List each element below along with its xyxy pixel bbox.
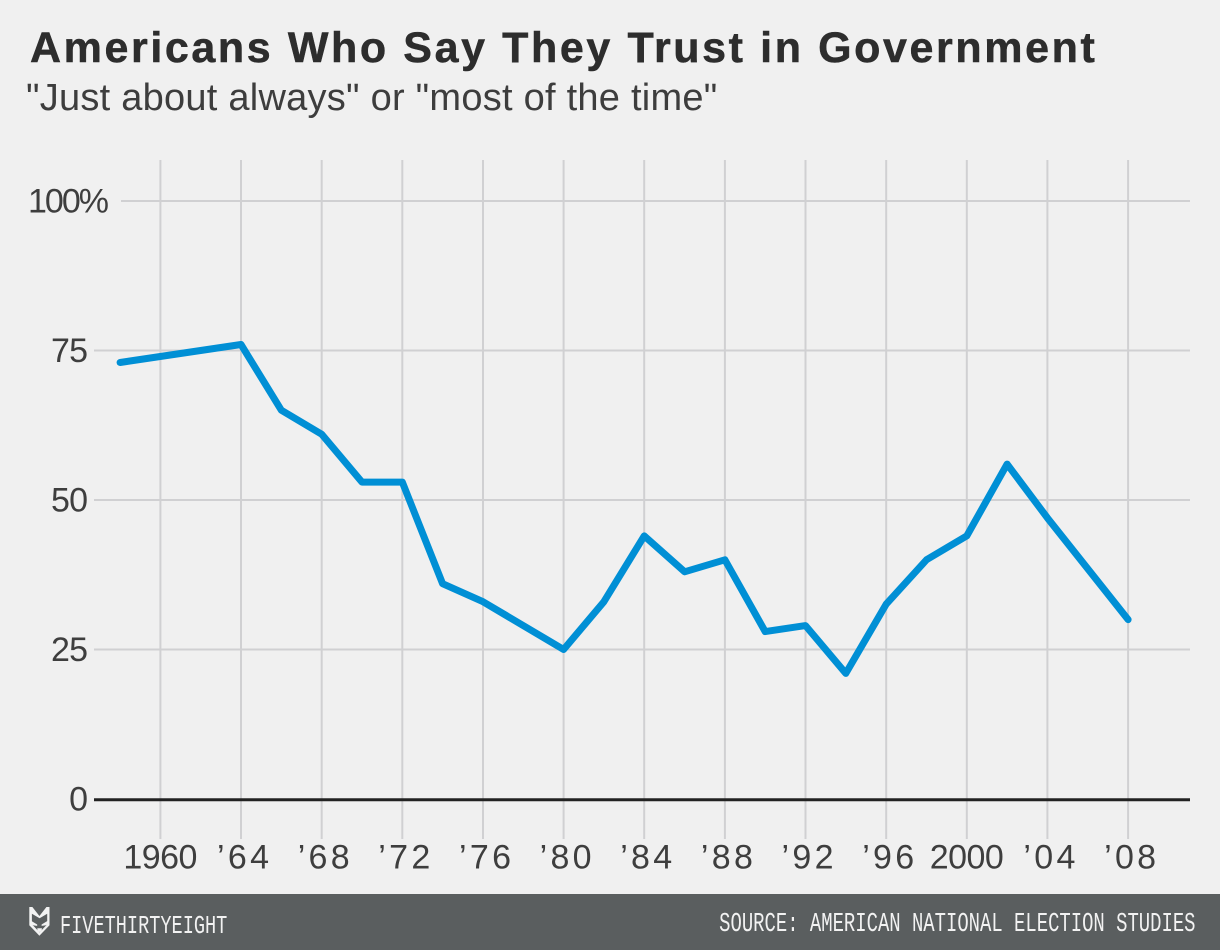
svg-text:’64: ’64	[217, 839, 269, 877]
svg-text:’80: ’80	[540, 839, 592, 877]
svg-text:100%: 100%	[28, 183, 109, 221]
svg-text:25: 25	[51, 631, 88, 669]
svg-text:2000: 2000	[930, 839, 1004, 877]
svg-text:’76: ’76	[459, 839, 511, 877]
svg-text:’96: ’96	[862, 839, 914, 877]
svg-text:’92: ’92	[782, 839, 834, 877]
svg-text:’72: ’72	[378, 839, 430, 877]
svg-text:75: 75	[51, 332, 88, 370]
svg-text:50: 50	[51, 482, 88, 520]
svg-text:1960: 1960	[123, 839, 197, 877]
svg-text:’04: ’04	[1023, 839, 1075, 877]
svg-text:’88: ’88	[701, 839, 753, 877]
svg-text:’68: ’68	[298, 839, 350, 877]
svg-text:’84: ’84	[620, 839, 672, 877]
svg-text:0: 0	[69, 781, 88, 819]
svg-text:’08: ’08	[1104, 839, 1156, 877]
